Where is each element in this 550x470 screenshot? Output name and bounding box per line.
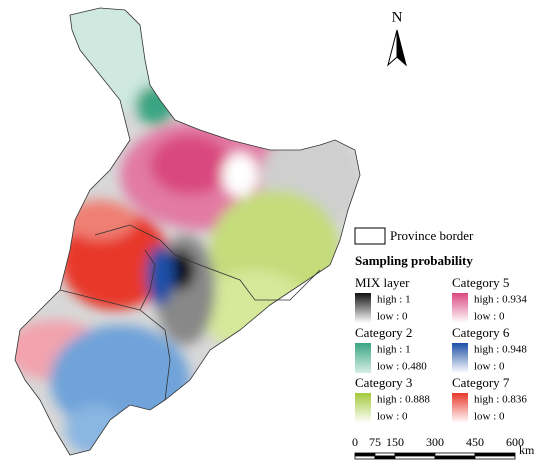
layer-swatch <box>355 393 371 423</box>
scale-label: 450 <box>466 435 484 449</box>
layer-swatch <box>452 343 468 373</box>
high-label: high : 0.888 <box>377 394 430 406</box>
low-label: low : 0 <box>377 311 408 323</box>
scale-label: 300 <box>426 435 444 449</box>
scale-segment <box>394 452 436 457</box>
scale-segment <box>374 452 396 457</box>
layer-swatch <box>452 293 468 323</box>
province-borders <box>14 7 361 456</box>
layer-name: Category 3 <box>355 375 412 390</box>
scale-segment <box>474 452 516 457</box>
low-label: low : 0.480 <box>377 361 427 373</box>
scale-unit: km <box>519 443 535 457</box>
low-label: low : 0 <box>474 361 505 373</box>
map <box>15 8 360 455</box>
scale-segment <box>374 455 396 460</box>
low-label: low : 0 <box>377 411 408 423</box>
low-label: low : 0 <box>474 411 505 423</box>
high-label: high : 0.836 <box>474 394 527 406</box>
scale-label: 75 <box>369 435 381 449</box>
layer-name: Category 2 <box>355 325 412 340</box>
high-label: high : 1 <box>377 294 411 306</box>
legend: Province border Sampling probability MIX… <box>354 227 527 423</box>
scale-segment <box>394 455 436 460</box>
scale-segment <box>354 455 376 460</box>
scale-segment <box>434 455 476 460</box>
low-label: low : 0 <box>474 311 505 323</box>
north-label: N <box>392 9 403 25</box>
layer-name: Category 7 <box>452 375 510 390</box>
scale-segment <box>434 452 476 457</box>
layer-swatch <box>355 343 371 373</box>
scale-label: 150 <box>386 435 404 449</box>
scale-label: 600 <box>506 435 524 449</box>
scale-label: 0 <box>352 435 358 449</box>
high-label: high : 1 <box>377 344 411 356</box>
layer-name: MIX layer <box>355 275 410 290</box>
layer-swatch <box>452 393 468 423</box>
high-label: high : 0.948 <box>474 344 527 356</box>
scale-segment <box>354 452 376 457</box>
layer-name: Category 5 <box>452 275 509 290</box>
border-label: Province border <box>390 228 474 243</box>
legend-title: Sampling probability <box>355 253 473 268</box>
high-label: high : 0.934 <box>474 294 527 306</box>
layer-swatch <box>355 293 371 323</box>
north-arrow: N <box>387 9 407 67</box>
scale-segment <box>474 455 516 460</box>
layer-name: Category 6 <box>452 325 510 340</box>
